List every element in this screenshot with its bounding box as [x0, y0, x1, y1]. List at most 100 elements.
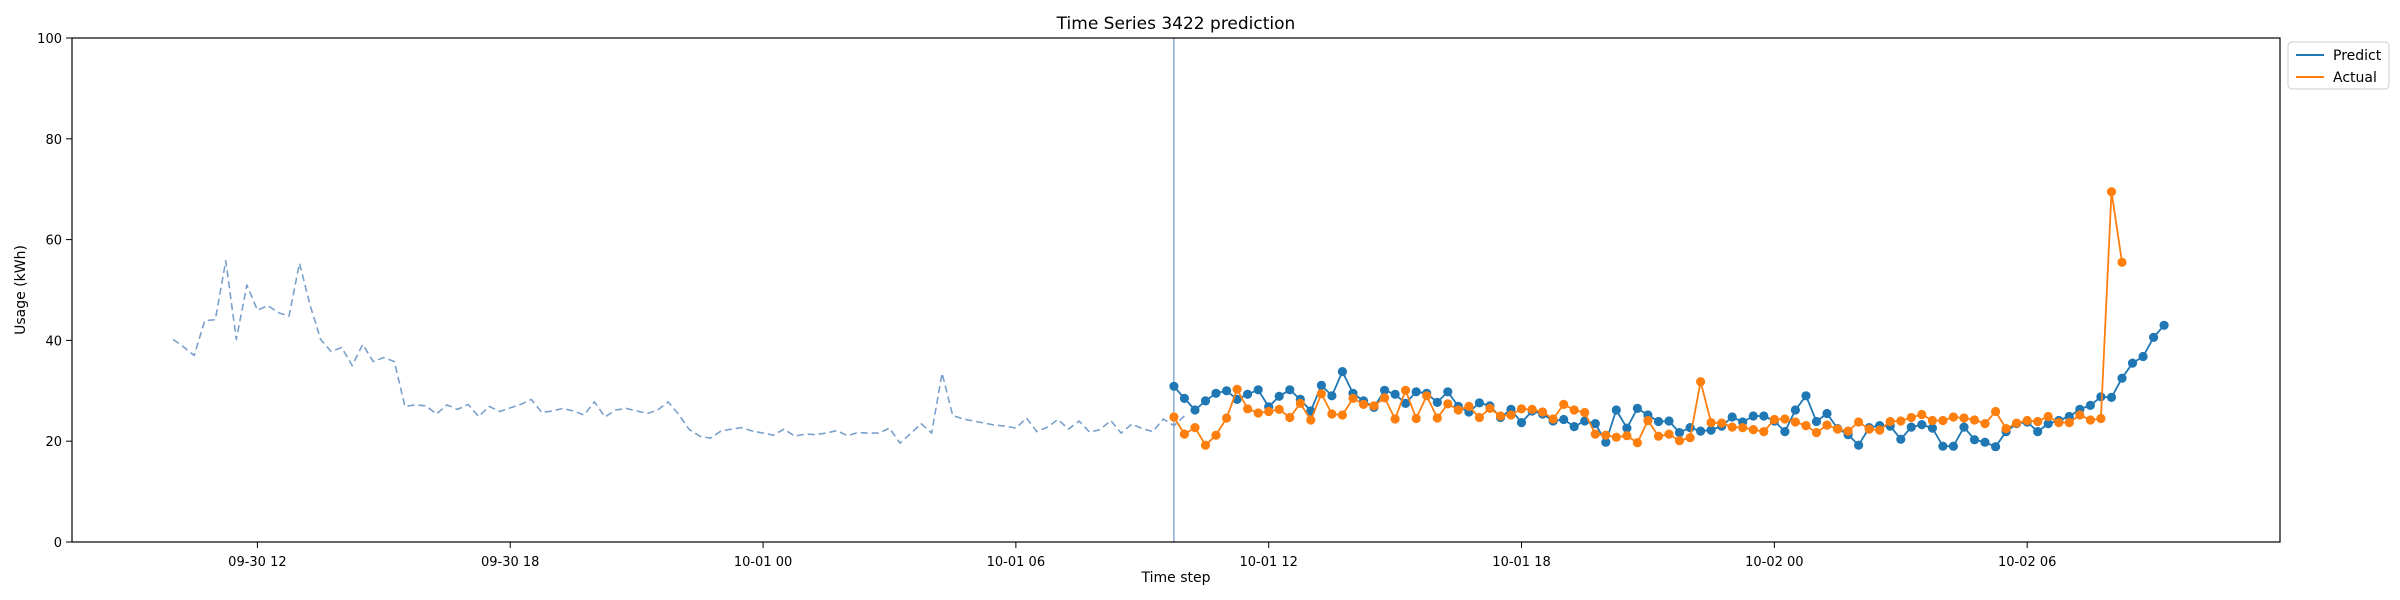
y-tick-label: 0 — [54, 536, 62, 551]
actual-point — [1685, 433, 1695, 443]
actual-point — [1316, 389, 1326, 399]
actual-point — [1485, 403, 1495, 413]
y-tick-label: 60 — [45, 234, 62, 249]
y-tick-label: 20 — [45, 435, 62, 450]
actual-point — [1664, 429, 1674, 439]
prediction-point — [2159, 320, 2169, 330]
actual-point — [1232, 384, 1242, 394]
actual-point — [1769, 414, 1779, 425]
x-tick-label: 09-30 12 — [228, 555, 286, 570]
actual-point — [1453, 405, 1463, 415]
prediction-point — [1959, 422, 1969, 432]
actual-point — [2075, 410, 2085, 420]
actual-point — [1274, 404, 1284, 414]
prediction-point — [1906, 422, 1916, 432]
prediction-point — [2096, 392, 2106, 402]
actual-point — [1443, 399, 1453, 409]
actual-point — [1516, 404, 1527, 414]
prediction-point — [1622, 423, 1632, 433]
legend-label-actual: Actual — [2333, 70, 2377, 86]
actual-point — [1864, 424, 1874, 434]
prediction-point — [2149, 332, 2159, 342]
prediction-point — [1811, 416, 1822, 427]
actual-point — [1938, 415, 1948, 426]
prediction-point — [1390, 389, 1400, 399]
prediction-point — [1401, 398, 1411, 408]
actual-point — [1580, 407, 1590, 418]
actual-point — [1959, 413, 1969, 423]
y-tick-label: 40 — [45, 334, 62, 349]
actual-point — [2085, 415, 2095, 425]
prediction-point — [1696, 426, 1706, 436]
actual-point — [1306, 415, 1316, 425]
prediction-point — [1190, 405, 1200, 415]
prediction-point — [1948, 441, 1958, 451]
y-axis-label: Usage (kWh) — [13, 245, 29, 335]
actual-point — [1822, 420, 1832, 430]
prediction-point — [1337, 367, 1347, 377]
actual-point — [1801, 421, 1811, 431]
prediction-point — [1980, 437, 1990, 447]
actual-point — [1527, 404, 1537, 414]
legend: Predict Actual — [2287, 41, 2390, 90]
prediction-point — [1559, 414, 1569, 425]
actual-point — [1969, 415, 1980, 425]
actual-point — [1264, 406, 1274, 417]
actual-point — [1738, 423, 1748, 433]
prediction-point — [1664, 416, 1674, 426]
actual-point — [1780, 414, 1790, 424]
actual-point — [1348, 393, 1358, 403]
actual-point — [1917, 409, 1927, 420]
actual-point — [2096, 413, 2106, 424]
x-tick-label: 10-02 06 — [1998, 555, 2056, 570]
actual-point — [1854, 417, 1864, 427]
actual-series — [1169, 187, 2127, 450]
prediction-point — [1432, 397, 1442, 407]
prediction-point — [1969, 435, 1980, 445]
prediction-point — [2085, 400, 2095, 410]
prediction-point — [2127, 358, 2138, 368]
prediction-point — [1243, 389, 1253, 399]
prediction-point — [2138, 351, 2148, 362]
prediction-point — [1569, 422, 1579, 432]
prediction-point — [1896, 434, 1906, 444]
actual-point — [1927, 415, 1937, 426]
actual-point — [1474, 412, 1484, 423]
prediction-point — [1759, 411, 1769, 421]
actual-point — [1380, 393, 1390, 403]
prediction-point — [1632, 403, 1642, 413]
actual-point — [1295, 398, 1305, 408]
prediction-point — [1411, 387, 1421, 397]
actual-point — [2054, 418, 2064, 428]
actual-point — [1759, 427, 1769, 437]
actual-point — [1222, 413, 1232, 423]
actual-point — [2022, 415, 2032, 426]
actual-point — [1390, 414, 1400, 424]
x-tick-label: 10-01 12 — [1239, 555, 1297, 570]
actual-point — [2064, 418, 2074, 428]
actual-point — [1411, 413, 1421, 424]
actual-point — [1790, 417, 1800, 427]
actual-point — [1190, 423, 1200, 433]
prediction-point — [1991, 442, 2001, 452]
prediction-point — [1780, 427, 1790, 437]
actual-point — [1885, 416, 1895, 427]
x-tick-label: 10-02 00 — [1745, 555, 1803, 570]
prediction-point — [1200, 396, 1211, 406]
prediction-point — [1380, 385, 1390, 395]
actual-point — [1285, 412, 1295, 423]
actual-point — [1696, 377, 1706, 387]
actual-point — [1811, 428, 1822, 438]
prediction-point — [1179, 393, 1189, 403]
prediction-point — [1253, 385, 1263, 395]
actual-point — [1674, 436, 1685, 446]
prediction-point — [1653, 416, 1664, 427]
prediction-point — [1474, 398, 1484, 408]
actual-point — [1200, 440, 1211, 450]
prediction-point — [1674, 428, 1685, 438]
prediction-point — [2117, 373, 2127, 383]
actual-point — [1833, 424, 1843, 434]
prediction-point — [1285, 385, 1295, 395]
